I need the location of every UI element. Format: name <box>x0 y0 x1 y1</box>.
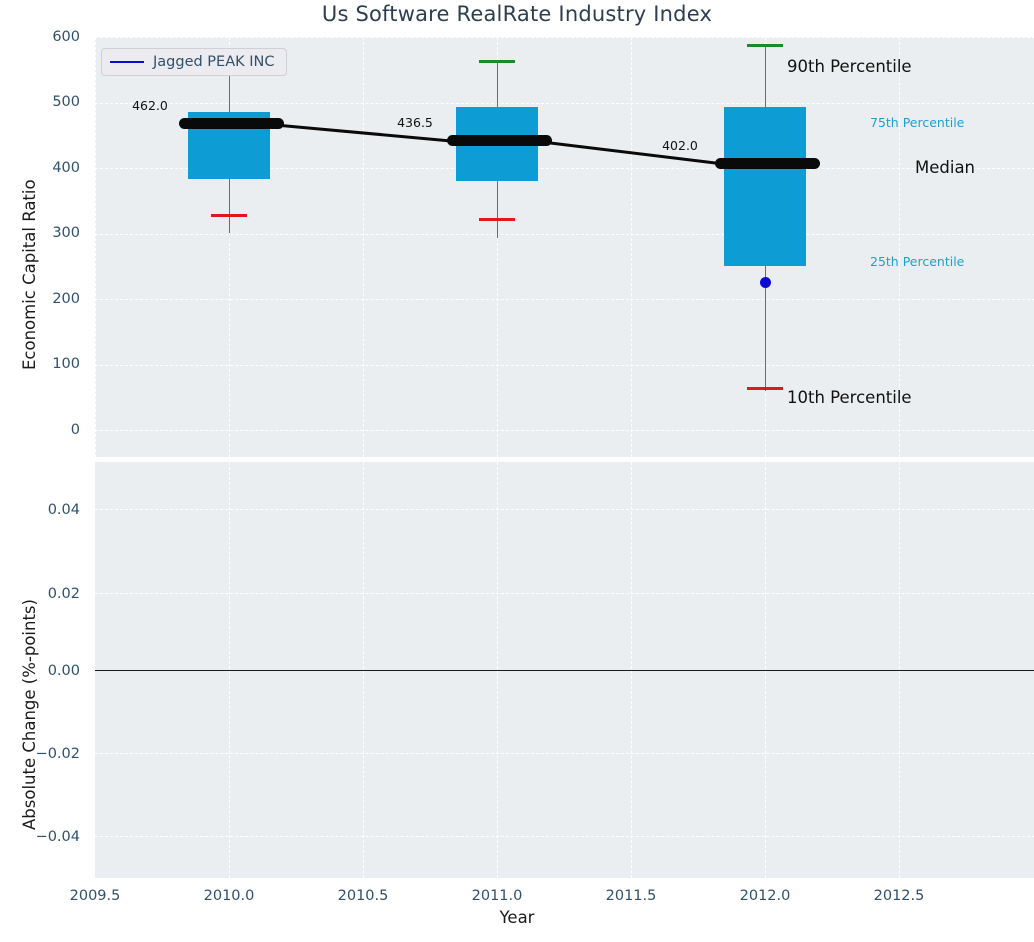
vgridline-2010-0 <box>229 37 230 457</box>
gridline-neg-0-04 <box>95 836 1034 837</box>
legend[interactable]: Jagged PEAK INC <box>101 48 287 76</box>
ytick-neg-0-04: −0.04 <box>35 829 80 845</box>
annotation-p25: 25th Percentile <box>870 254 965 269</box>
gridline-600 <box>95 37 1034 38</box>
xtick-2010-0: 2010.0 <box>203 888 255 904</box>
cap-p90-2011 <box>479 60 515 63</box>
xtick-2011-5: 2011.5 <box>605 888 657 904</box>
ytick-0: 0 <box>70 422 80 438</box>
vgridline-b-2010-5 <box>363 462 364 878</box>
median-bar-2011 <box>447 135 552 146</box>
ytick-100: 100 <box>52 356 80 372</box>
vgridline-2010-5 <box>363 37 364 457</box>
gridline-0-02 <box>95 593 1034 594</box>
x-axis-label: Year <box>499 908 535 927</box>
value-label-2012: 402.0 <box>662 138 698 153</box>
median-bar-2010 <box>179 118 284 129</box>
ytick-300: 300 <box>52 225 80 241</box>
cap-p10-2012 <box>747 387 783 390</box>
vgridline-2012-5 <box>899 37 900 457</box>
xtick-2011-0: 2011.0 <box>471 888 523 904</box>
page-title: Us Software RealRate Industry Index <box>321 2 713 26</box>
xtick-2010-5: 2010.5 <box>337 888 389 904</box>
vgridline-2011-5 <box>631 37 632 457</box>
vgridline-b-2010-0 <box>229 462 230 878</box>
gridline-200 <box>95 299 1034 300</box>
cap-p10-2011 <box>479 218 515 221</box>
ytick-600: 600 <box>52 29 80 45</box>
vgridline-2011-0 <box>497 37 498 457</box>
cap-p10-2010 <box>211 214 247 217</box>
vgridline-b-2012-5 <box>899 462 900 878</box>
gridline-300 <box>95 233 1034 235</box>
ytick-500: 500 <box>52 94 80 110</box>
ytick-0-02: 0.02 <box>47 586 80 602</box>
gridline-zero <box>95 670 1034 671</box>
gridline-100 <box>95 364 1034 366</box>
ytick-0-00: 0.00 <box>47 663 80 679</box>
annotation-p90: 90th Percentile <box>787 57 912 76</box>
vgridline-b-2012-0 <box>765 462 766 878</box>
value-label-2010: 462.0 <box>132 98 168 113</box>
gridline-0-04 <box>95 509 1034 510</box>
xtick-2012-0: 2012.0 <box>739 888 791 904</box>
gridline-neg-0-02 <box>95 753 1034 754</box>
box-2012[interactable] <box>724 107 806 266</box>
value-label-2011: 436.5 <box>397 115 433 130</box>
y-axis-label-top: Economic Capital Ratio <box>20 179 39 370</box>
vgridline-b-2011-0 <box>497 462 498 878</box>
ytick-200: 200 <box>52 291 80 307</box>
legend-line-icon <box>110 61 144 63</box>
ytick-0-04: 0.04 <box>47 502 80 518</box>
annotation-p10: 10th Percentile <box>787 388 912 407</box>
series-marker-jagged-peak-inc[interactable] <box>759 277 771 288</box>
xtick-2009-5: 2009.5 <box>69 888 121 904</box>
legend-label-jagged-peak-inc: Jagged PEAK INC <box>153 54 275 70</box>
gridline-0 <box>95 430 1034 431</box>
top-panel-plot-area: 462.0 436.5 402.0 90th Percentile 75th P… <box>95 37 1034 457</box>
bottom-panel-plot-area <box>95 462 1034 878</box>
gridline-500 <box>95 102 1034 104</box>
annotation-p75: 75th Percentile <box>870 115 965 130</box>
vgridline-b-2011-5 <box>631 462 632 878</box>
ytick-400: 400 <box>52 160 80 176</box>
gridline-400 <box>95 168 1034 169</box>
median-bar-2012 <box>715 158 820 169</box>
y-axis-label-bottom: Absolute Change (%-points) <box>20 599 39 830</box>
ytick-neg-0-02: −0.02 <box>35 746 80 762</box>
cap-p90-2012 <box>747 44 783 47</box>
xtick-2012-5: 2012.5 <box>873 888 925 904</box>
annotation-median: Median <box>915 158 976 177</box>
